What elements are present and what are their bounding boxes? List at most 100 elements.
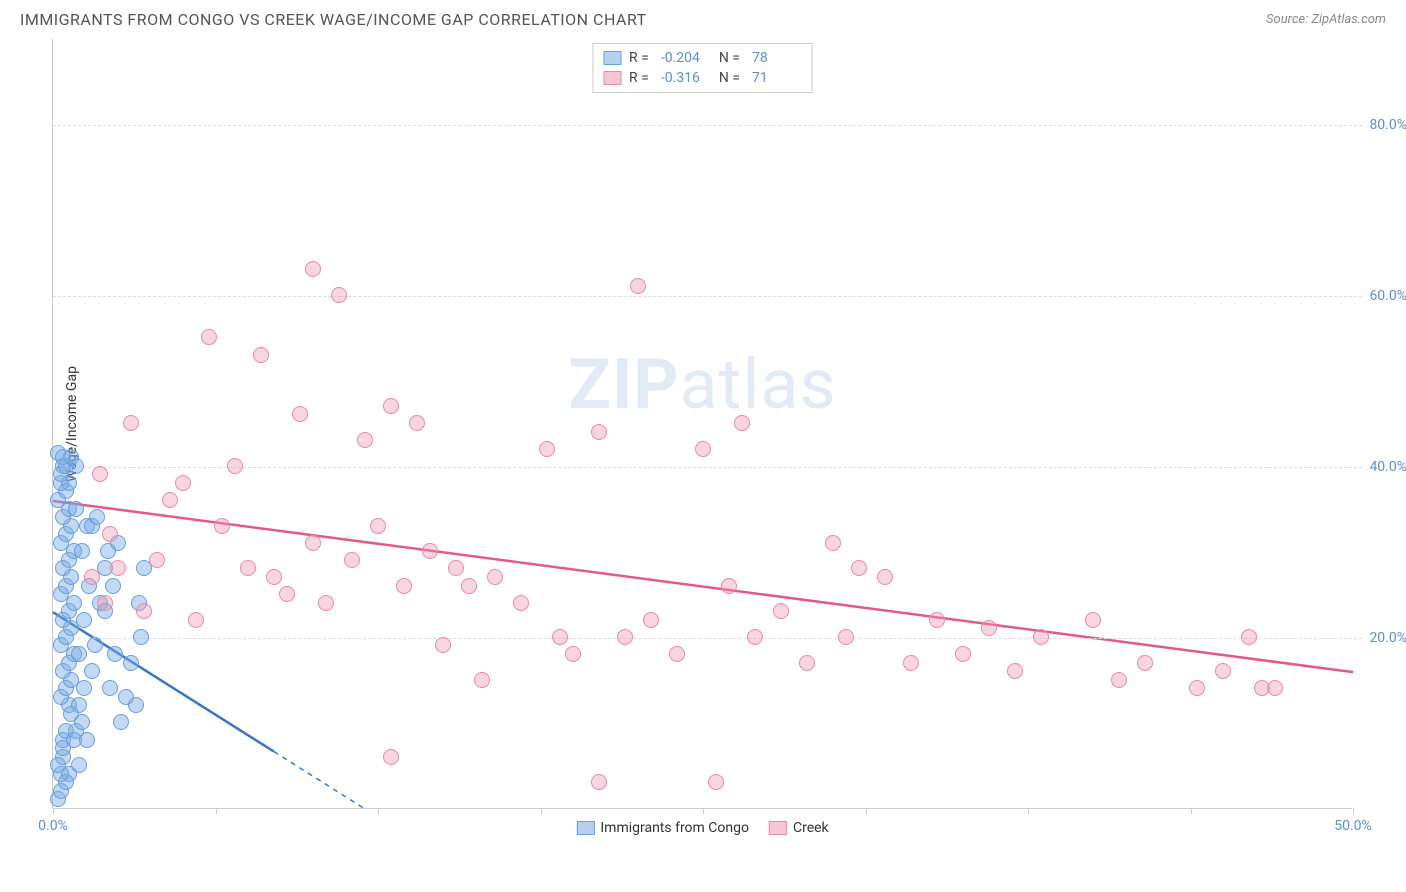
chart-title: IMMIGRANTS FROM CONGO VS CREEK WAGE/INCO… [20, 10, 647, 29]
data-point [76, 680, 92, 696]
data-point [162, 492, 178, 508]
x-tick [866, 808, 867, 814]
data-point [76, 612, 92, 628]
data-point [552, 629, 568, 645]
data-point [903, 655, 919, 671]
trend-line-extrapolated [274, 752, 365, 809]
data-point [773, 603, 789, 619]
r-value-creek: -0.316 [661, 70, 711, 86]
data-point [188, 612, 204, 628]
trend-lines [53, 39, 1353, 809]
y-tick-label: 60.0% [1369, 288, 1406, 304]
data-point [133, 629, 149, 645]
y-tick-label: 20.0% [1369, 630, 1406, 646]
data-point [591, 424, 607, 440]
r-value-congo: -0.204 [661, 50, 711, 66]
trend-line [53, 501, 1353, 672]
data-point [89, 509, 105, 525]
series-legend: Immigrants from Congo Creek [576, 820, 828, 836]
data-point [799, 655, 815, 671]
data-point [474, 672, 490, 688]
x-tick [1191, 808, 1192, 814]
data-point [617, 629, 633, 645]
data-point [305, 261, 321, 277]
data-point [107, 646, 123, 662]
data-point [113, 714, 129, 730]
data-point [175, 475, 191, 491]
data-point [357, 432, 373, 448]
data-point [383, 749, 399, 765]
data-point [84, 663, 100, 679]
data-point [695, 441, 711, 457]
legend-item-congo: Immigrants from Congo [576, 820, 749, 836]
data-point [110, 560, 126, 576]
data-point [1085, 612, 1101, 628]
x-tick [378, 808, 379, 814]
data-point [409, 415, 425, 431]
data-point [79, 732, 95, 748]
data-point [128, 697, 144, 713]
data-point [825, 535, 841, 551]
data-point [747, 629, 763, 645]
data-point [383, 398, 399, 414]
data-point [50, 757, 66, 773]
data-point [201, 329, 217, 345]
legend-row-congo: R = -0.204 N = 78 [603, 48, 802, 68]
data-point [929, 612, 945, 628]
data-point [669, 646, 685, 662]
data-point [227, 458, 243, 474]
data-point [149, 552, 165, 568]
data-point [1111, 672, 1127, 688]
y-tick-label: 40.0% [1369, 459, 1406, 475]
legend-swatch-congo [603, 51, 621, 65]
data-point [136, 603, 152, 619]
data-point [97, 595, 113, 611]
data-point [68, 501, 84, 517]
gridline [53, 638, 1362, 639]
x-tick [216, 808, 217, 814]
data-point [1254, 680, 1270, 696]
gridline [53, 125, 1362, 126]
data-point [1033, 629, 1049, 645]
n-value-creek: 71 [752, 70, 802, 86]
data-point [734, 415, 750, 431]
data-point [84, 569, 100, 585]
data-point [71, 757, 87, 773]
data-point [344, 552, 360, 568]
data-point [55, 449, 71, 465]
data-point [318, 595, 334, 611]
data-point [851, 560, 867, 576]
legend-row-creek: R = -0.316 N = 71 [603, 68, 802, 88]
data-point [102, 526, 118, 542]
x-tick [541, 808, 542, 814]
data-point [838, 629, 854, 645]
y-tick-label: 80.0% [1369, 117, 1406, 133]
x-tick [53, 808, 54, 814]
data-point [565, 646, 581, 662]
data-point [981, 620, 997, 636]
data-point [240, 560, 256, 576]
data-point [877, 569, 893, 585]
gridline [53, 296, 1362, 297]
data-point [74, 543, 90, 559]
gridline [53, 467, 1362, 468]
data-point [591, 774, 607, 790]
data-point [102, 680, 118, 696]
correlation-legend: R = -0.204 N = 78 R = -0.316 N = 71 [592, 43, 813, 93]
data-point [331, 287, 347, 303]
data-point [87, 637, 103, 653]
x-tick [703, 808, 704, 814]
x-tick [1353, 808, 1354, 814]
data-point [461, 578, 477, 594]
data-point [422, 543, 438, 559]
data-point [1241, 629, 1257, 645]
data-point [279, 586, 295, 602]
scatter-plot: ZIPatlas R = -0.204 N = 78 R = -0.316 N … [52, 39, 1352, 809]
data-point [305, 535, 321, 551]
data-point [370, 518, 386, 534]
data-point [214, 518, 230, 534]
data-point [266, 569, 282, 585]
data-point [1007, 663, 1023, 679]
x-tick [1028, 808, 1029, 814]
header: IMMIGRANTS FROM CONGO VS CREEK WAGE/INCO… [0, 0, 1406, 35]
